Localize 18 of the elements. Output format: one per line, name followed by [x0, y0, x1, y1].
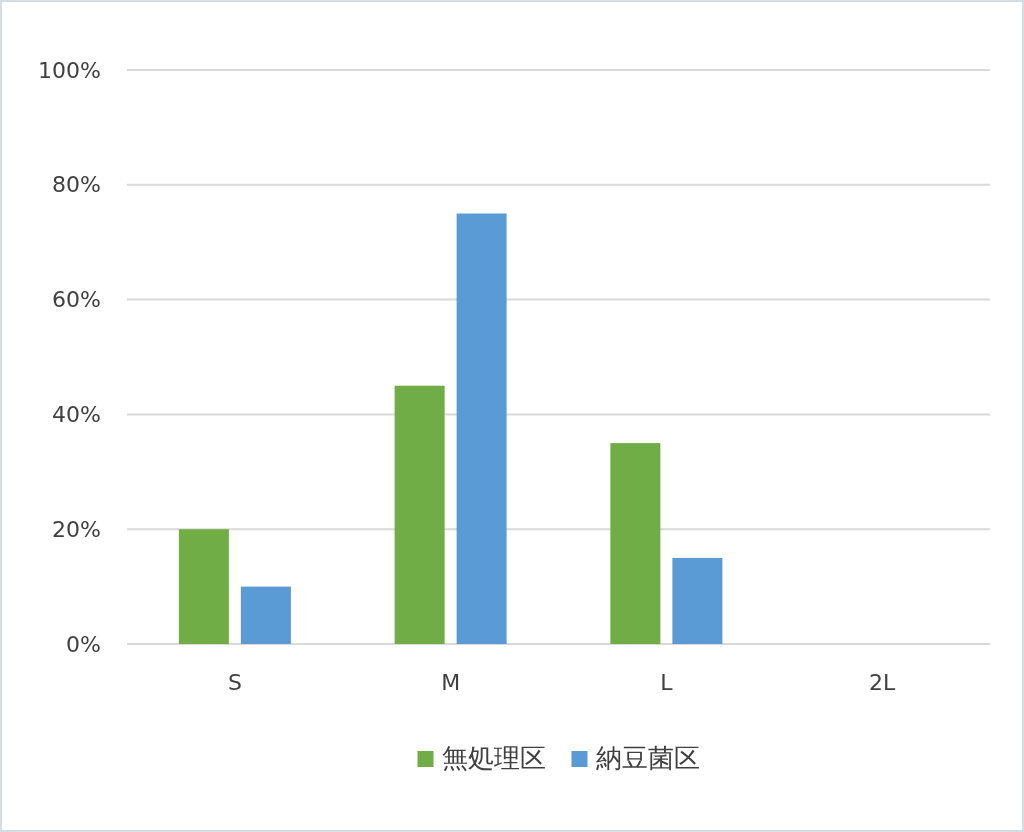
x-tick-label: M [441, 669, 461, 695]
legend-label: 納豆菌区 [595, 743, 700, 773]
bar [672, 557, 723, 644]
y-tick-label: 60% [52, 287, 101, 313]
bar [394, 385, 445, 644]
y-tick-label: 20% [52, 516, 101, 542]
y-tick-label: 80% [52, 172, 101, 198]
x-tick-label: S [227, 669, 242, 695]
bar [178, 529, 229, 644]
y-tick-label: 100% [38, 57, 101, 83]
legend-label: 無処理区 [441, 743, 546, 773]
bar [456, 213, 507, 644]
x-tick-label: L [660, 669, 674, 695]
y-tick-label: 40% [52, 401, 101, 427]
bar [610, 443, 661, 644]
y-tick-label: 0% [66, 631, 101, 657]
x-tick-label: 2L [868, 669, 896, 695]
bar [240, 586, 291, 644]
